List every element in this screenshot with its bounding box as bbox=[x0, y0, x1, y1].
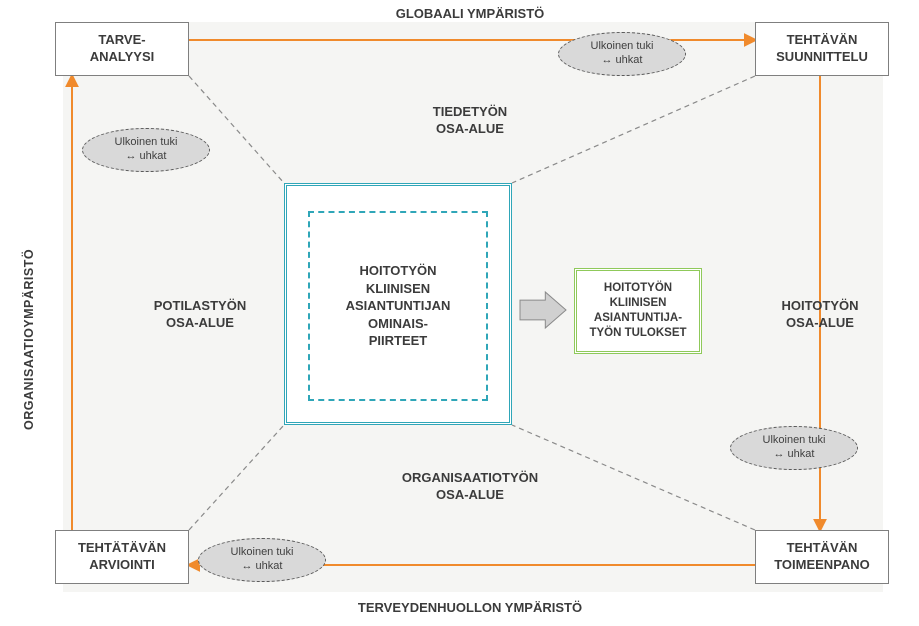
label-text: GLOBAALI YMPÄRISTÖ bbox=[396, 6, 545, 21]
ellipse-ulkoinen-tuki-right: Ulkoinen tuki ↔ uhkat bbox=[730, 426, 858, 470]
ellipse-label: Ulkoinen tuki ↔ uhkat bbox=[231, 546, 294, 574]
ellipse-label: Ulkoinen tuki ↔ uhkat bbox=[115, 136, 178, 164]
label-text: TERVEYDENHUOLLON YMPÄRISTÖ bbox=[358, 600, 582, 615]
label-organisaatiotyon-osa-alue: ORGANISAATIOTYÖN OSA-ALUE bbox=[350, 470, 590, 504]
ellipse-ulkoinen-tuki-bottom: Ulkoinen tuki ↔ uhkat bbox=[198, 538, 326, 582]
diagram-canvas: TARVE- ANALYYSI TEHTÄVÄN SUUNNITTELU TEH… bbox=[0, 0, 919, 626]
center-label: HOITOTYÖN KLIINISEN ASIANTUNTIJAN OMINAI… bbox=[346, 262, 451, 350]
label-text: HOITOTYÖN OSA-ALUE bbox=[781, 298, 858, 330]
box-tehtavan-toimeenpano: TEHTÄVÄN TOIMEENPANO bbox=[755, 530, 889, 584]
results-label: HOITOTYÖN KLIINISEN ASIANTUNTIJA- TYÖN T… bbox=[589, 281, 686, 341]
box-tarve-analyysi: TARVE- ANALYYSI bbox=[55, 22, 189, 76]
label-tiedetyon-osa-alue: TIEDETYÖN OSA-ALUE bbox=[370, 104, 570, 138]
box-tehtavan-arviointi: TEHTÄTÄVÄN ARVIOINTI bbox=[55, 530, 189, 584]
ellipse-ulkoinen-tuki-top: Ulkoinen tuki ↔ uhkat bbox=[558, 32, 686, 76]
box-tehtavan-suunnittelu: TEHTÄVÄN SUUNNITTELU bbox=[755, 22, 889, 76]
box-label: TEHTÄTÄVÄN ARVIOINTI bbox=[78, 540, 166, 574]
label-terveydenhuollon-ymparisto: TERVEYDENHUOLLON YMPÄRISTÖ bbox=[320, 600, 620, 617]
label-potilastyon-osa-alue: POTILASTYÖN OSA-ALUE bbox=[120, 298, 280, 332]
ellipse-label: Ulkoinen tuki ↔ uhkat bbox=[763, 434, 826, 462]
box-label: TARVE- ANALYYSI bbox=[90, 32, 155, 66]
label-hoitotyon-osa-alue: HOITOTYÖN OSA-ALUE bbox=[740, 298, 900, 332]
box-label: TEHTÄVÄN TOIMEENPANO bbox=[774, 540, 870, 574]
ellipse-ulkoinen-tuki-left: Ulkoinen tuki ↔ uhkat bbox=[82, 128, 210, 172]
label-organisaatioymparisto: ORGANISAATIOYMPÄRISTÖ bbox=[22, 200, 36, 430]
label-globaali-ymparisto: GLOBAALI YMPÄRISTÖ bbox=[350, 6, 590, 23]
center-ominaispiirteet: HOITOTYÖN KLIINISEN ASIANTUNTIJAN OMINAI… bbox=[308, 211, 488, 401]
ellipse-label: Ulkoinen tuki ↔ uhkat bbox=[591, 40, 654, 68]
label-text: TIEDETYÖN OSA-ALUE bbox=[433, 104, 507, 136]
label-text: POTILASTYÖN OSA-ALUE bbox=[154, 298, 246, 330]
label-text: ORGANISAATIOYMPÄRISTÖ bbox=[22, 249, 36, 430]
box-tulokset: HOITOTYÖN KLIINISEN ASIANTUNTIJA- TYÖN T… bbox=[574, 268, 702, 354]
label-text: ORGANISAATIOTYÖN OSA-ALUE bbox=[402, 470, 538, 502]
box-label: TEHTÄVÄN SUUNNITTELU bbox=[776, 32, 868, 66]
